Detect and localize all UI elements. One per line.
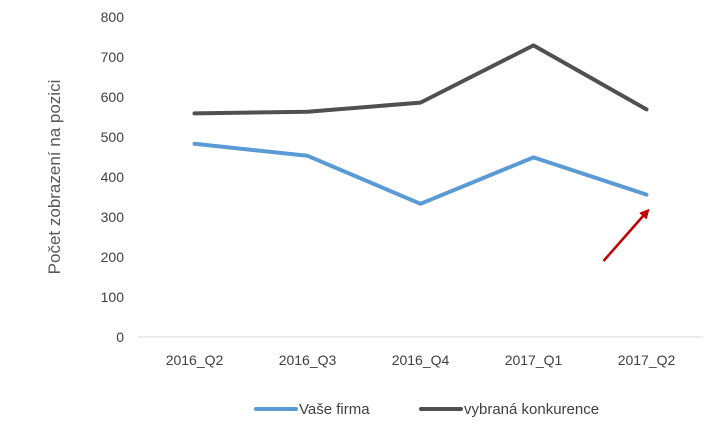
- y-tick-label: 800: [101, 9, 125, 25]
- x-tick-label: 2017_Q1: [505, 352, 563, 368]
- series-lines: [194, 45, 646, 204]
- x-tick-label: 2016_Q4: [392, 352, 450, 368]
- y-tick-label: 400: [101, 169, 125, 185]
- y-tick-label: 600: [101, 89, 125, 105]
- annotation: [604, 211, 648, 261]
- legend: Vaše firma vybraná konkurence: [256, 401, 599, 418]
- y-tick-label: 700: [101, 49, 125, 65]
- x-axis-ticks: 2016_Q2 2016_Q3 2016_Q4 2017_Q1 2017_Q2: [166, 352, 676, 368]
- y-tick-label: 500: [101, 129, 125, 145]
- series-line-1: [195, 144, 647, 204]
- y-tick-label: 200: [101, 249, 125, 265]
- annotation-arrow: [604, 211, 648, 261]
- y-axis-label: Počet zobrazení na pozici: [45, 80, 64, 275]
- x-tick-label: 2016_Q2: [166, 352, 224, 368]
- x-tick-label: 2016_Q3: [279, 352, 337, 368]
- y-axis: 0 100 200 300 400 500 600 700 800: [101, 9, 125, 345]
- y-tick-label: 100: [101, 289, 125, 305]
- series-line-2: [195, 45, 647, 113]
- legend-label: Vaše firma: [299, 401, 370, 418]
- y-tick-label: 300: [101, 209, 125, 225]
- y-tick-label: 0: [116, 329, 124, 345]
- legend-label: vybraná konkurence: [464, 401, 599, 418]
- x-tick-label: 2017_Q2: [618, 352, 676, 368]
